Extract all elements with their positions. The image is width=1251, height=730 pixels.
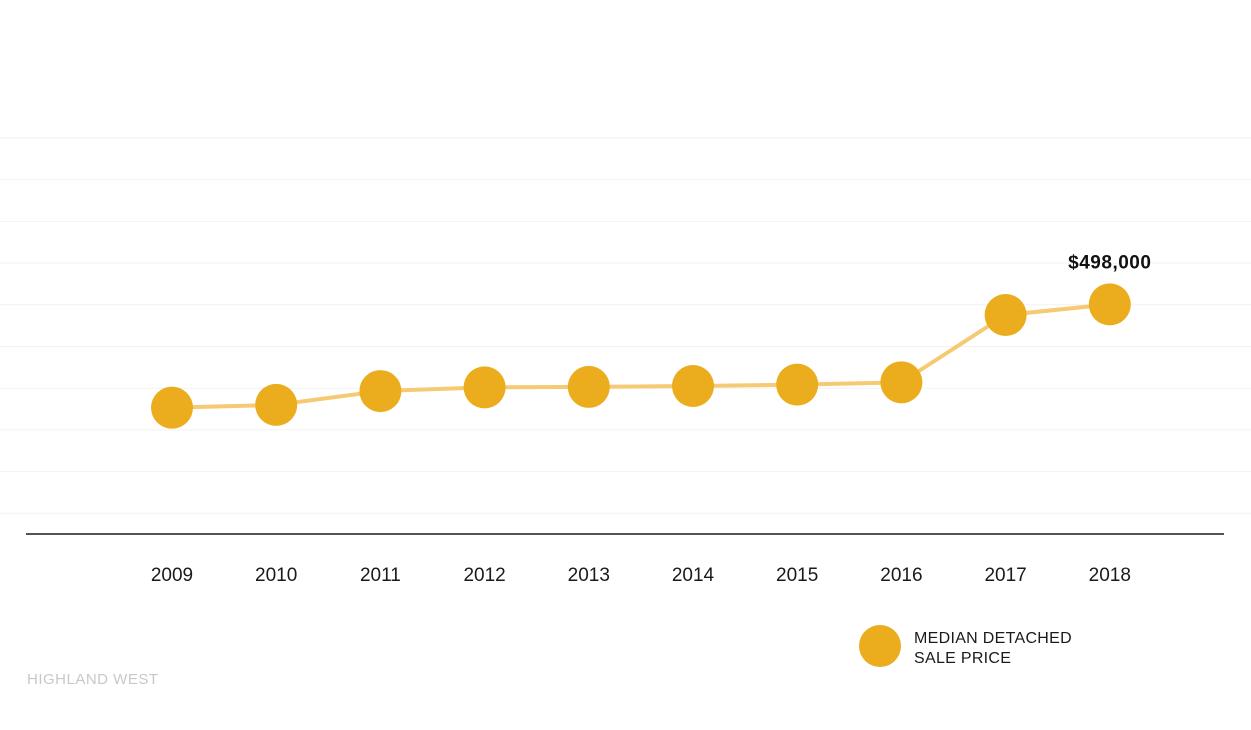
data-label-2018: $498,000: [1068, 252, 1151, 273]
gridlines: [0, 137, 1251, 514]
series-points: [151, 283, 1131, 429]
data-point-2015: [776, 363, 819, 406]
x-tick-label-2010: 2010: [255, 565, 297, 586]
x-tick-label-2014: 2014: [672, 565, 715, 586]
data-point-2013: [567, 365, 610, 408]
x-tick-label-2013: 2013: [568, 565, 610, 586]
legend-marker: [859, 625, 901, 667]
data-point-2014: [672, 365, 714, 408]
legend-label-line-1: MEDIAN DETACHED: [914, 630, 1072, 647]
x-tick-label-2018: 2018: [1089, 565, 1131, 586]
x-tick-label-2012: 2012: [463, 565, 505, 586]
x-tick-label-2017: 2017: [984, 565, 1026, 586]
data-point-2012: [463, 366, 506, 409]
region-label: HIGHLAND WEST: [27, 671, 159, 688]
data-point-2011: [359, 370, 402, 413]
legend: MEDIAN DETACHED SALE PRICE: [859, 625, 1072, 667]
data-point-2010: [255, 383, 298, 426]
series-line: [171, 302, 1111, 410]
x-tick-label-2011: 2011: [360, 565, 401, 586]
data-point-2017: [984, 294, 1027, 336]
data-point-2018: [1088, 283, 1131, 326]
data-labels: $498,000: [1068, 252, 1151, 273]
legend-label-line-2: SALE PRICE: [914, 650, 1011, 667]
x-tick-label-2015: 2015: [776, 565, 818, 586]
data-point-2016: [880, 361, 923, 404]
data-point-2009: [151, 386, 193, 429]
x-tick-labels: 2009 2010 2011 2012 2013 2014 2015 2016 2017 2018: [151, 565, 1131, 586]
series-lines: [171, 302, 1111, 410]
x-tick-label-2009: 2009: [151, 565, 193, 586]
x-tick-label-2016: 2016: [880, 565, 922, 586]
